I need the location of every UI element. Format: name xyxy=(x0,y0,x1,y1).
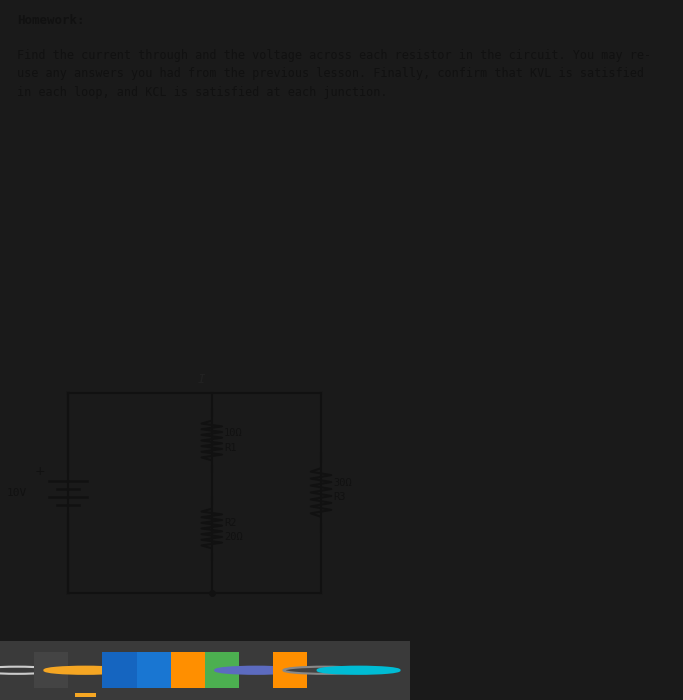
Text: R1: R1 xyxy=(224,442,236,453)
Bar xyxy=(75,694,96,697)
Bar xyxy=(0,640,410,700)
Text: I: I xyxy=(198,374,205,386)
Text: +: + xyxy=(34,466,45,478)
Text: R3: R3 xyxy=(333,491,346,501)
Bar xyxy=(205,652,239,688)
Text: 30Ω: 30Ω xyxy=(333,477,352,487)
Text: 10V: 10V xyxy=(7,487,27,498)
Text: Find the current through and the voltage across each resistor in the circuit. Yo: Find the current through and the voltage… xyxy=(17,49,651,99)
Bar xyxy=(34,652,68,688)
Bar xyxy=(273,652,307,688)
Text: R2: R2 xyxy=(224,517,236,528)
Bar xyxy=(137,652,171,688)
Bar xyxy=(171,652,205,688)
Circle shape xyxy=(215,666,297,674)
Text: Homework:: Homework: xyxy=(17,14,85,27)
Circle shape xyxy=(283,666,365,674)
Bar xyxy=(102,652,137,688)
Text: 20Ω: 20Ω xyxy=(224,531,242,542)
Text: 10Ω: 10Ω xyxy=(224,428,242,438)
Circle shape xyxy=(318,666,400,674)
Circle shape xyxy=(44,666,126,674)
